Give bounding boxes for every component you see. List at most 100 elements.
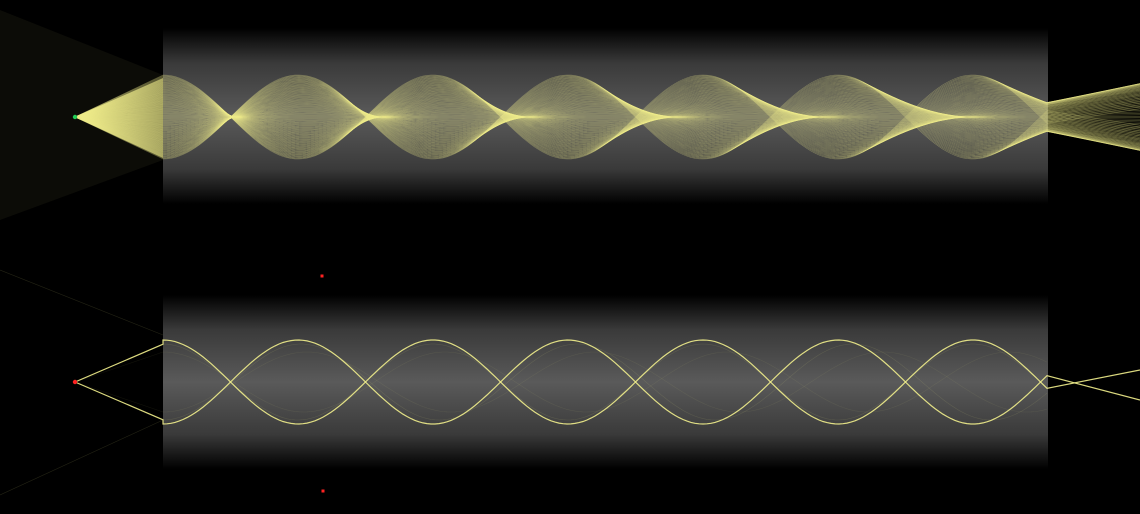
top-ray xyxy=(74,108,1140,134)
top-ray xyxy=(74,96,1140,150)
top-ray xyxy=(74,91,1140,151)
top-ray xyxy=(74,116,1140,118)
top-ray xyxy=(74,95,1140,150)
top-ray xyxy=(74,98,1140,148)
top-ray xyxy=(74,79,1140,155)
top-ray xyxy=(74,84,1140,146)
top-ray xyxy=(74,75,1140,159)
top-ray xyxy=(74,76,1140,158)
top-ray xyxy=(74,95,1140,129)
top-ray xyxy=(74,78,1140,156)
top-ray xyxy=(74,81,1140,153)
top-ray xyxy=(74,77,1140,157)
top-reference-point xyxy=(320,274,324,278)
top-ray xyxy=(74,112,1140,127)
top-ray xyxy=(74,86,1140,149)
top-ray xyxy=(74,85,1140,149)
top-ray xyxy=(74,86,1140,136)
top-ray xyxy=(74,105,1140,139)
top-ray xyxy=(74,78,1140,156)
top-ray xyxy=(74,87,1140,149)
top-ray xyxy=(74,81,1140,153)
top-ray xyxy=(74,82,1140,152)
top-ray xyxy=(74,99,1140,127)
top-ray xyxy=(74,83,1140,140)
top-ray xyxy=(74,83,1140,141)
top-ray xyxy=(74,79,1140,155)
top-ray xyxy=(74,96,1140,128)
top-ray xyxy=(74,94,1140,129)
top-fiber-core xyxy=(163,28,1048,204)
top-ray xyxy=(74,83,1140,144)
top-ray xyxy=(74,76,1140,158)
top-ray xyxy=(74,92,1140,151)
top-ray xyxy=(74,97,1140,127)
top-ray xyxy=(74,89,1140,133)
top-ray xyxy=(74,83,1140,151)
top-ray xyxy=(74,113,1140,120)
bottom-source-marker xyxy=(72,379,78,385)
top-ray xyxy=(74,100,1140,146)
top-ray xyxy=(74,84,1140,150)
top-ray xyxy=(74,74,1140,160)
top-ray xyxy=(74,92,1140,131)
top-ray xyxy=(74,84,1140,138)
top-ray xyxy=(74,84,1140,146)
top-ray xyxy=(74,101,1140,145)
top-ray xyxy=(74,110,1140,121)
top-ray xyxy=(74,90,1140,132)
top-ray xyxy=(74,88,1140,150)
top-ray xyxy=(74,102,1140,144)
top-ray xyxy=(74,77,1140,157)
top-ray xyxy=(74,113,1140,124)
top-panel xyxy=(0,10,1140,278)
top-ray xyxy=(74,83,1140,145)
top-ray xyxy=(74,105,1140,123)
top-ray xyxy=(74,87,1140,135)
bottom-ray-pair xyxy=(0,269,1140,496)
bottom-ghost-ray xyxy=(74,351,1048,413)
top-ray xyxy=(74,115,1140,120)
top-ray xyxy=(74,87,1140,134)
bottom-panel xyxy=(0,269,1140,496)
top-ray xyxy=(74,85,1140,149)
top-ray xyxy=(74,83,1140,144)
top-ray xyxy=(74,83,1140,141)
top-ray xyxy=(74,85,1140,136)
top-ray xyxy=(74,84,1140,139)
top-entry-cone xyxy=(75,78,163,158)
top-ray xyxy=(74,95,1140,151)
top-ray xyxy=(74,110,1140,130)
top-ray xyxy=(74,93,1140,130)
top-ray xyxy=(74,105,1140,140)
top-ray xyxy=(74,81,1140,153)
top-ray xyxy=(74,88,1140,150)
top-ray xyxy=(74,74,1140,160)
top-ray xyxy=(74,89,1140,151)
top-ray xyxy=(74,101,1140,125)
top-ray xyxy=(74,83,1140,143)
top-ray xyxy=(74,80,1140,154)
top-ray xyxy=(74,83,1140,139)
top-ray xyxy=(74,112,1140,126)
top-ray xyxy=(74,84,1140,150)
top-ray xyxy=(74,98,1140,149)
top-ray xyxy=(74,111,1140,120)
top-ray xyxy=(74,100,1140,126)
top-ray xyxy=(74,83,1140,151)
top-ray xyxy=(74,85,1140,137)
bottom-reference-point xyxy=(321,489,325,493)
top-ray xyxy=(74,97,1140,149)
top-ray xyxy=(74,78,1140,156)
bottom-stray-ray xyxy=(0,419,164,496)
top-ray xyxy=(74,103,1140,124)
top-ray xyxy=(74,99,1140,147)
top-ray xyxy=(74,111,1140,129)
top-ray-bundle xyxy=(74,74,1140,160)
top-ray xyxy=(74,82,1140,152)
top-ray xyxy=(74,81,1140,153)
top-source-marker xyxy=(72,114,78,120)
top-ray xyxy=(74,108,1140,122)
top-ray xyxy=(74,94,1140,151)
